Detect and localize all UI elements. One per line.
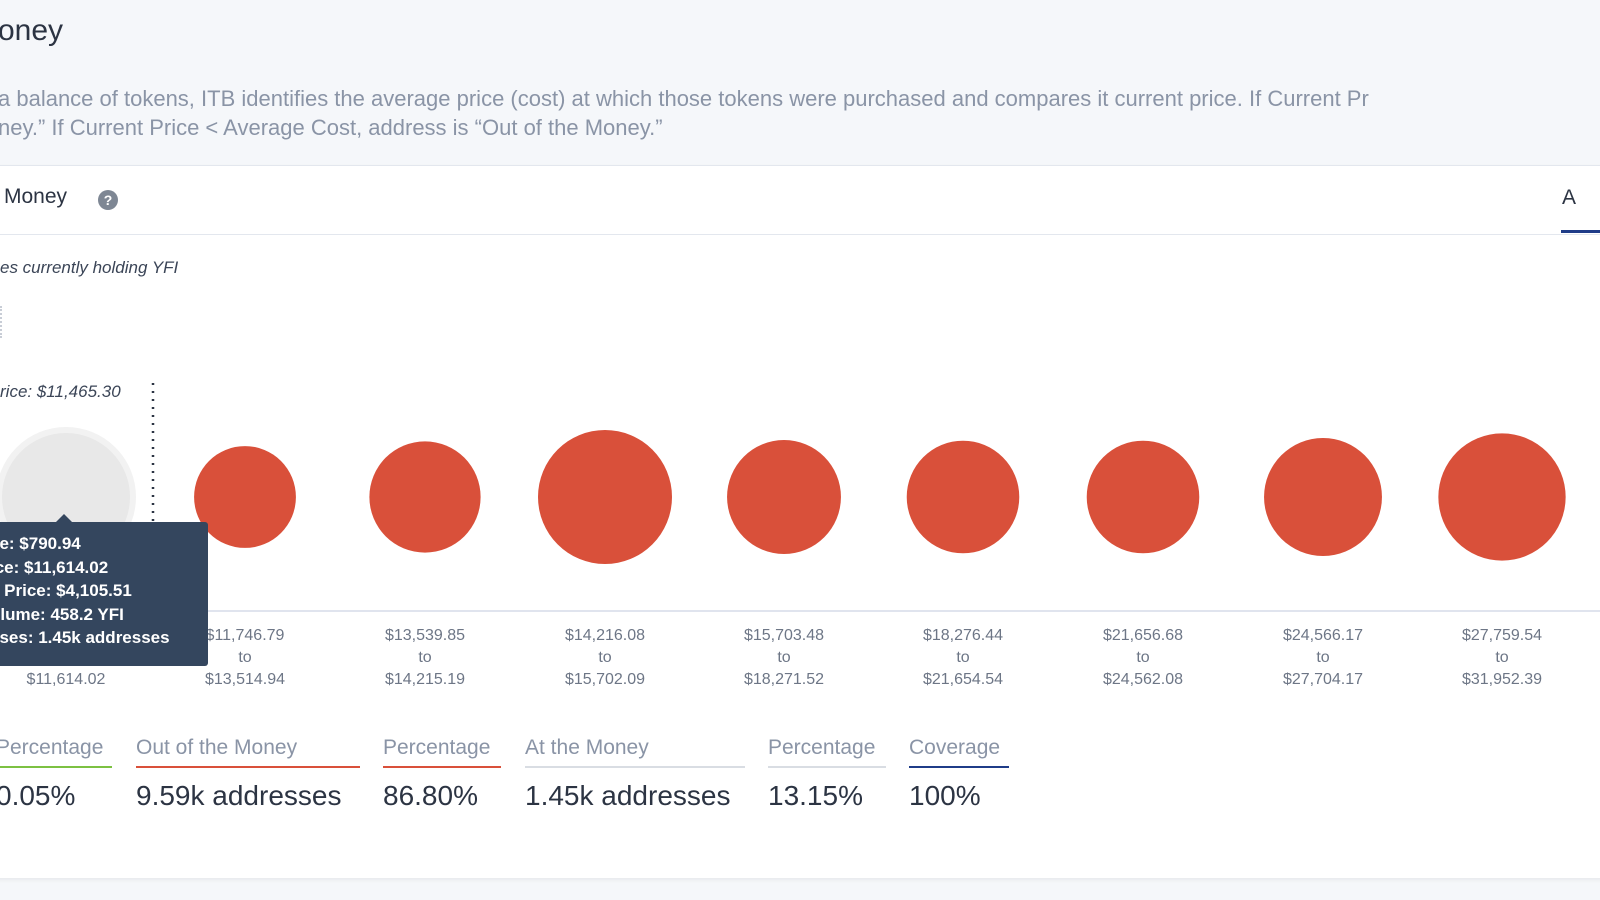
range-to-connector-7: to <box>1136 649 1149 666</box>
chart-subtitle: es currently holding YFI <box>0 258 179 277</box>
tooltip-value: $4,105.51 <box>56 581 132 600</box>
tooltip-value: $790.94 <box>19 534 81 553</box>
range-from-label-5: $15,703.48 <box>744 627 824 644</box>
card-title: Money <box>4 185 68 208</box>
bubble-tooltip: ce: $790.94ice: $11,614.02e Price: $4,10… <box>0 514 208 666</box>
range-to-label-6: $21,654.54 <box>923 671 1003 688</box>
bubble-5[interactable] <box>727 440 841 554</box>
active-tab-indicator <box>1561 230 1600 233</box>
bubble-4[interactable] <box>538 430 672 564</box>
stat-value: 1.45k addresses <box>525 780 731 811</box>
tooltip-key: olume: <box>0 604 46 624</box>
tooltip-key: ce: <box>0 534 15 553</box>
range-to-label-7: $24,562.08 <box>1103 671 1183 688</box>
tooltip-row: ce: $790.94 <box>0 534 208 558</box>
tooltip-row: olume: 458.2 YFI <box>0 605 208 629</box>
stats-row: Percentage 0.05% Out of the Money 9.59k add… <box>0 736 1100 826</box>
stat-label: Out of the Money <box>136 736 298 759</box>
tooltip-value: 458.2 YFI <box>50 604 124 624</box>
range-to-label-5: $18,271.52 <box>744 671 824 688</box>
range-to-connector-4: to <box>598 649 611 666</box>
stat-underline <box>909 766 1009 768</box>
bubble-2[interactable] <box>194 446 296 548</box>
stat-label: Percentage <box>383 736 491 759</box>
range-to-connector-5: to <box>777 649 790 666</box>
tooltip-row: ice: $11,614.02 <box>0 558 208 582</box>
stat-underline <box>136 766 360 768</box>
current-price-label: rice: $11,465.30 <box>0 382 121 401</box>
range-from-label-8: $24,566.17 <box>1283 627 1363 644</box>
bubble-3[interactable] <box>369 441 481 553</box>
tooltip-value: $11,614.02 <box>24 557 109 577</box>
range-to-label-2: $13,514.94 <box>205 671 285 688</box>
tooltip-row: sses: 1.45k addresses <box>0 628 208 652</box>
stat-label: Coverage <box>909 736 1001 759</box>
bubble-7[interactable] <box>1086 440 1200 554</box>
range-from-label-4: $14,216.08 <box>565 627 645 644</box>
stat-value: 100% <box>909 780 981 811</box>
bubble-6[interactable] <box>906 440 1020 554</box>
description-line-2: ney.” If Current Price < Average Cost, a… <box>0 115 663 140</box>
range-from-label-2: $11,746.79 <box>206 627 285 644</box>
stat-label: Percentage <box>0 736 104 759</box>
tooltip-value: 1.45k addresses <box>38 628 170 647</box>
stat-underline <box>768 766 886 768</box>
stat-underline <box>525 766 745 768</box>
stat-underline <box>0 766 112 768</box>
card-header: Money ? A <box>0 166 1600 235</box>
chart-toolbar-mark <box>0 306 6 338</box>
range-to-label-1: $11,614.02 <box>27 671 106 688</box>
bubble-9[interactable] <box>1438 433 1566 561</box>
description-line-1: a balance of tokens, ITB identifies the … <box>0 86 1369 111</box>
range-to-connector-3: to <box>418 649 431 666</box>
stat-1: Percentage 0.05% <box>0 736 112 812</box>
stat-underline <box>383 766 501 768</box>
range-to-label-9: $31,952.39 <box>1462 671 1542 688</box>
tooltip-key: ice: <box>0 557 20 577</box>
page-title: oney <box>0 14 64 47</box>
stat-label: Percentage <box>768 736 876 759</box>
range-to-connector-9: to <box>1495 649 1508 666</box>
range-from-label-6: $18,276.44 <box>923 627 1003 644</box>
page-description: a balance of tokens, ITB identifies the … <box>0 84 1600 142</box>
stat-4: At the Money 1.45k addresses <box>525 736 745 812</box>
tooltip-key: e Price: <box>0 581 52 600</box>
stat-3: Percentage 86.80% <box>383 736 501 812</box>
range-to-connector-6: to <box>956 649 969 666</box>
bubble-8[interactable] <box>1264 438 1382 556</box>
tooltip-key: sses: <box>0 628 34 647</box>
range-from-label-7: $21,656.68 <box>1103 627 1183 644</box>
range-from-label-3: $13,539.85 <box>385 627 465 644</box>
tooltip-arrow <box>56 514 72 522</box>
question-circle-icon[interactable]: ? <box>98 190 118 210</box>
range-to-connector-8: to <box>1316 649 1329 666</box>
stat-value: 0.05% <box>0 780 76 811</box>
stat-2: Out of the Money 9.59k addresses <box>136 736 360 812</box>
range-to-label-3: $14,215.19 <box>385 671 465 688</box>
range-from-label-9: $27,759.54 <box>1462 627 1542 644</box>
range-to-label-8: $27,704.17 <box>1283 671 1363 688</box>
stat-5: Percentage 13.15% <box>768 736 886 812</box>
stat-value: 13.15% <box>768 780 863 811</box>
stat-value: 86.80% <box>383 780 478 811</box>
range-to-label-4: $15,702.09 <box>565 671 645 688</box>
tooltip-row: e Price: $4,105.51 <box>0 581 208 605</box>
tab-partial[interactable]: A <box>1562 186 1577 209</box>
stat-value: 9.59k addresses <box>136 780 342 811</box>
range-to-connector-2: to <box>238 649 251 666</box>
stat-label: At the Money <box>525 736 649 759</box>
stat-6: Coverage 100% <box>909 736 1009 812</box>
